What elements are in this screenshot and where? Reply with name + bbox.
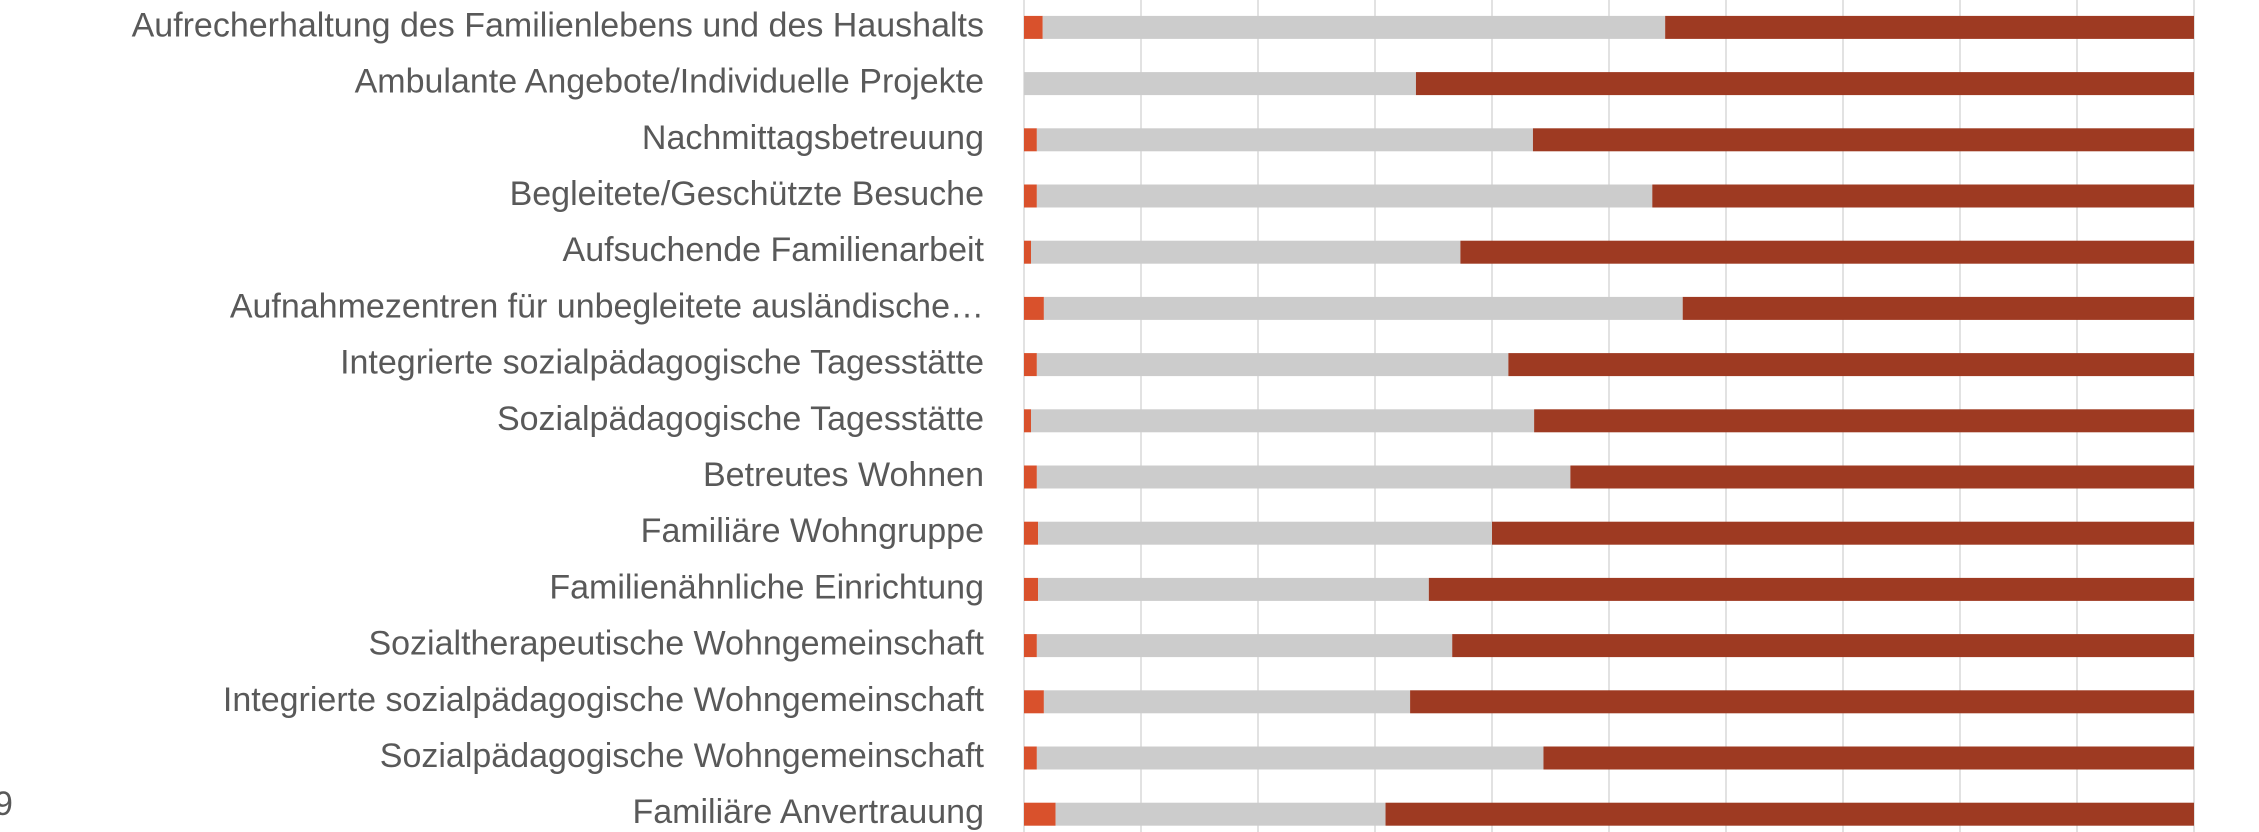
bar-segment [1024,634,1037,658]
bar-segment [1055,802,1386,826]
bar-segment [1665,15,2194,39]
bar-segment [1532,128,2194,152]
bar-segment [1024,802,1056,826]
bar-segment [1024,690,1044,714]
category-label: Sozialpädagogische Tagesstätte [497,400,984,438]
bar-segment [1036,634,1453,658]
bar-segment [1508,353,2194,377]
category-label: Familiäre Anvertrauung [632,793,984,831]
bar-segment [1452,634,2194,658]
bar-segment [1043,296,1683,320]
category-label: Nachmittagsbetreuung [642,119,984,157]
category-label: Begleitete/Geschützte Besuche [510,175,984,213]
bar-segment [1036,128,1533,152]
bar-segment [1036,353,1509,377]
bar-segment [1024,128,1037,152]
bar-segment [1036,746,1544,770]
annotation: 9 [0,785,13,823]
category-label: Sozialpädagogische Wohngemeinschaft [380,737,985,775]
bar-segment [1036,465,1571,489]
bar-segment [1024,353,1037,377]
bar-segment [1460,240,2194,264]
category-label: Aufnahmezentren für unbegleitete ausländ… [230,287,984,325]
bar-segment [1385,802,2194,826]
bar-segment [1652,184,2194,208]
bar-segment [1042,15,1666,39]
category-label: Familiäre Wohngruppe [641,512,984,550]
category-label: Integrierte sozialpädagogische Wohngemei… [223,681,985,719]
bar-segment [1024,240,1032,264]
bar-segment [1024,296,1044,320]
bar-segment [1024,184,1037,208]
category-label: Betreutes Wohnen [703,456,984,494]
bar-segment [1043,690,1411,714]
bar-segment [1492,521,2194,545]
bar-segment [1543,746,2194,770]
bar-segment [1038,521,1492,545]
category-label: Integrierte sozialpädagogische Tagesstät… [340,344,984,382]
category-label: Aufsuchende Familienarbeit [563,231,985,269]
bar-segment [1031,240,1461,264]
bar-segment [1024,521,1039,545]
bar-segment [1036,184,1653,208]
bar-segment [1031,409,1535,433]
bar-segment [1428,577,2194,601]
bar-segment [1024,72,1416,96]
category-label: Familienähnliche Einrichtung [549,568,984,606]
bar-segment [1410,690,2194,714]
bar-segment [1682,296,2194,320]
category-label: Sozialtherapeutische Wohngemeinschaft [368,625,984,663]
bar-segment [1024,15,1043,39]
bar-segment [1570,465,2194,489]
bar-segment [1024,746,1037,770]
bar-segment [1024,577,1039,601]
category-label: Aufrecherhaltung des Familienlebens und … [132,6,984,44]
bar-segment [1024,465,1037,489]
bar-segment [1038,577,1429,601]
bar-segment [1534,409,2194,433]
bar-segment [1024,409,1032,433]
category-label: Ambulante Angebote/Individuelle Projekte [355,63,984,101]
bar-segment [1415,72,2194,96]
